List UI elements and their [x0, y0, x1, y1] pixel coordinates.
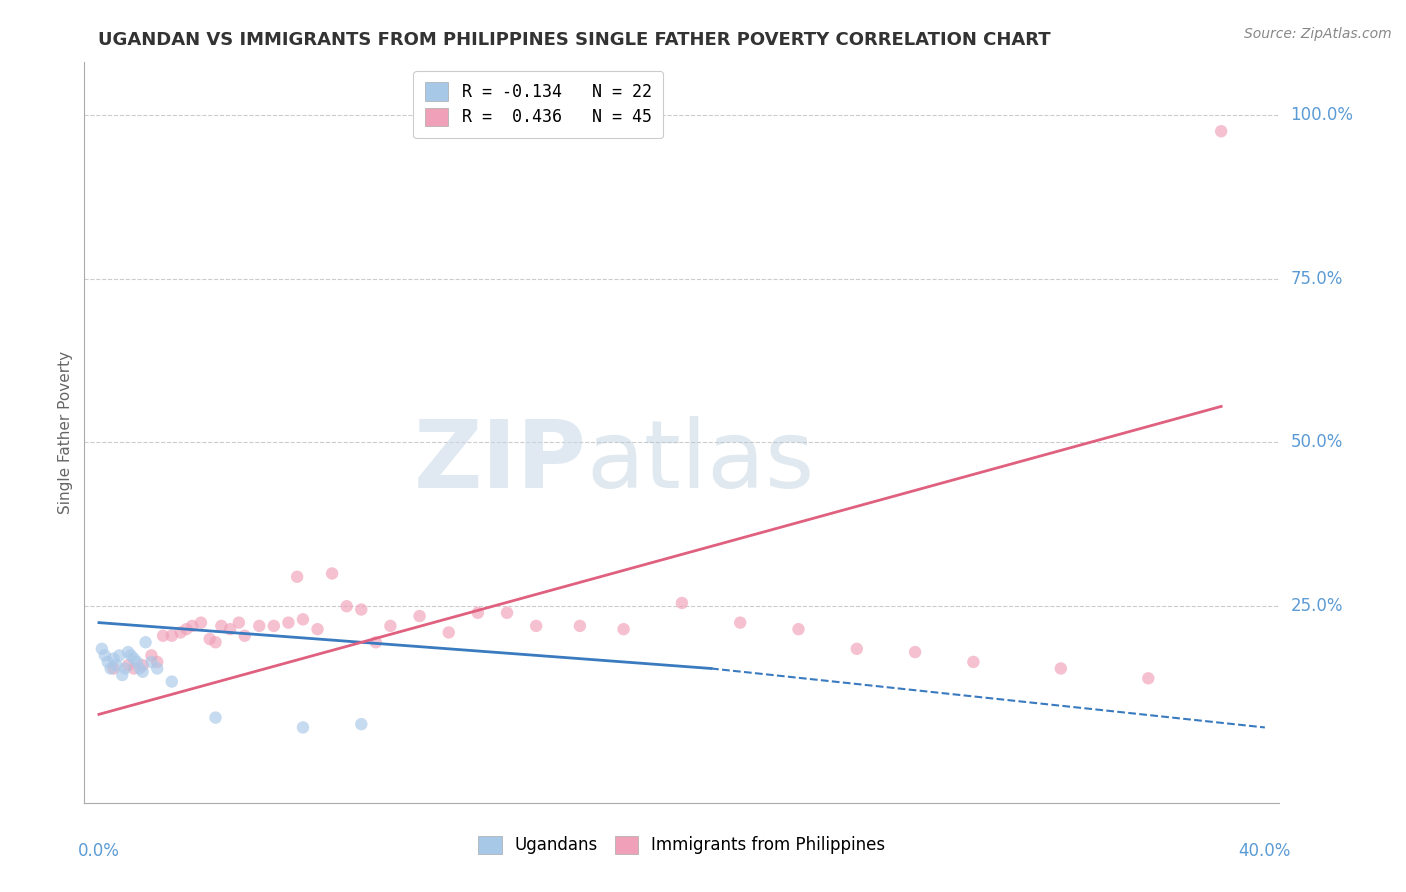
Point: [100, 661, 122, 675]
Point: [131, 658, 153, 673]
Point: [122, 661, 145, 675]
Point: [408, 609, 430, 624]
Point: [103, 661, 125, 675]
Point: [1211, 124, 1233, 138]
Text: 100.0%: 100.0%: [1291, 106, 1354, 124]
Point: [131, 665, 153, 679]
Point: [146, 655, 169, 669]
Point: [336, 599, 359, 614]
Point: [904, 645, 927, 659]
Point: [524, 619, 547, 633]
Point: [117, 658, 139, 673]
Legend: Ugandans, Immigrants from Philippines: Ugandans, Immigrants from Philippines: [471, 829, 893, 861]
Point: [128, 661, 150, 675]
Point: [108, 648, 131, 663]
Point: [291, 612, 314, 626]
Point: [219, 622, 242, 636]
Point: [350, 717, 373, 731]
Point: [141, 655, 163, 669]
Point: [787, 622, 810, 636]
Point: [291, 721, 314, 735]
Text: 40.0%: 40.0%: [1239, 842, 1291, 860]
Point: [496, 606, 519, 620]
Point: [962, 655, 984, 669]
Point: [114, 661, 136, 675]
Point: [277, 615, 299, 630]
Point: [285, 570, 308, 584]
Text: 50.0%: 50.0%: [1291, 434, 1343, 451]
Text: 25.0%: 25.0%: [1291, 598, 1343, 615]
Text: 0.0%: 0.0%: [77, 842, 120, 860]
Point: [117, 645, 139, 659]
Point: [437, 625, 460, 640]
Point: [1137, 671, 1160, 685]
Point: [364, 635, 387, 649]
Point: [146, 661, 169, 675]
Point: [204, 711, 226, 725]
Point: [181, 619, 204, 633]
Point: [467, 606, 489, 620]
Point: [728, 615, 751, 630]
Text: 75.0%: 75.0%: [1291, 269, 1343, 287]
Point: [198, 632, 221, 646]
Point: [135, 635, 157, 649]
Point: [97, 655, 120, 669]
Point: [160, 629, 183, 643]
Point: [1050, 661, 1073, 675]
Point: [94, 648, 117, 663]
Point: [247, 619, 270, 633]
Y-axis label: Single Father Poverty: Single Father Poverty: [58, 351, 73, 514]
Point: [122, 651, 145, 665]
Point: [350, 602, 373, 616]
Point: [103, 651, 125, 665]
Point: [90, 641, 112, 656]
Point: [152, 629, 174, 643]
Point: [125, 655, 148, 669]
Point: [190, 615, 212, 630]
Point: [209, 619, 232, 633]
Point: [204, 635, 226, 649]
Point: [845, 641, 868, 656]
Point: [228, 615, 250, 630]
Text: Source: ZipAtlas.com: Source: ZipAtlas.com: [1244, 27, 1392, 41]
Text: UGANDAN VS IMMIGRANTS FROM PHILIPPINES SINGLE FATHER POVERTY CORRELATION CHART: UGANDAN VS IMMIGRANTS FROM PHILIPPINES S…: [98, 31, 1052, 49]
Point: [141, 648, 163, 663]
Point: [307, 622, 329, 636]
Point: [176, 622, 198, 636]
Point: [568, 619, 591, 633]
Point: [613, 622, 636, 636]
Point: [671, 596, 693, 610]
Point: [380, 619, 402, 633]
Point: [111, 668, 134, 682]
Text: ZIP: ZIP: [413, 417, 586, 508]
Point: [120, 648, 142, 663]
Text: atlas: atlas: [586, 417, 814, 508]
Point: [160, 674, 183, 689]
Point: [233, 629, 256, 643]
Point: [169, 625, 191, 640]
Point: [105, 658, 128, 673]
Point: [263, 619, 285, 633]
Point: [321, 566, 343, 581]
